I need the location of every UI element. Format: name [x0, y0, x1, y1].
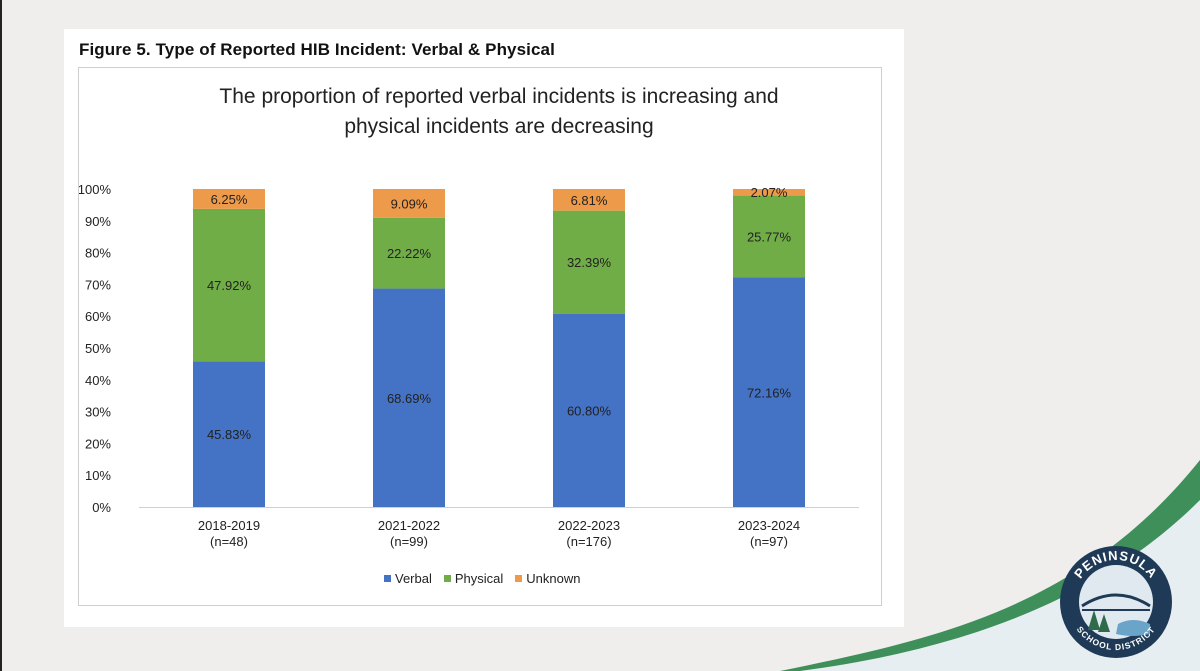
stacked-bar-chart: 0% 10% 20% 30% 40% 50% 60% 70% 80% 90% 100% 45.83% 4…: [79, 182, 859, 549]
y-tick-label: 100%: [79, 182, 111, 197]
bar-segment-physical: [193, 208, 265, 362]
legend-swatch: [443, 575, 451, 582]
data-label-unknown: 2.07%: [751, 185, 788, 200]
bar-segment-verbal: [373, 288, 445, 507]
y-tick-label: 10%: [85, 468, 111, 483]
y-tick-label: 20%: [85, 436, 111, 451]
bar-segment-unknown: [373, 189, 445, 218]
peninsula-school-district-logo: PENINSULA SCHOOL DISTRICT: [1060, 546, 1172, 658]
x-tick-label: 2021-2022: [378, 518, 440, 533]
data-label-physical: 22.22%: [387, 246, 432, 261]
bar-segment-physical: [373, 217, 445, 289]
chart-title-line-1: The proportion of reported verbal incide…: [219, 85, 779, 108]
y-tick-label: 50%: [85, 341, 111, 356]
legend-swatch: [515, 575, 523, 582]
y-tick-label: 40%: [85, 373, 111, 388]
chart-frame: The proportion of reported verbal incide…: [78, 67, 882, 606]
legend-item-verbal: Verbal: [384, 571, 432, 586]
x-tick-sublabel: (n=176): [566, 534, 611, 549]
data-label-verbal: 45.83%: [207, 427, 252, 442]
data-label-unknown: 6.25%: [211, 192, 248, 207]
bar-segment-verbal: [193, 361, 265, 507]
y-tick-label: 60%: [85, 309, 111, 324]
data-label-unknown: 6.81%: [571, 193, 608, 208]
y-tick-label: 90%: [85, 214, 111, 229]
data-label-unknown: 9.09%: [391, 196, 428, 211]
bar-segment-verbal: [733, 277, 805, 507]
data-label-verbal: 72.16%: [747, 385, 792, 400]
y-tick-label: 30%: [85, 405, 111, 420]
data-label-physical: 25.77%: [747, 230, 792, 245]
data-label-physical: 47.92%: [207, 278, 252, 293]
x-tick-label: 2022-2023: [558, 518, 620, 533]
x-tick-label: 2018-2019: [198, 518, 260, 533]
legend-item-physical: Physical: [443, 571, 504, 586]
legend-swatch: [384, 575, 391, 582]
legend-label: Unknown: [526, 571, 581, 586]
data-label-physical: 32.39%: [567, 255, 612, 270]
figure-caption: Figure 5. Type of Reported HIB Incident:…: [79, 40, 555, 59]
chart-legend: Verbal Physical Unknown: [384, 571, 581, 586]
bar-segment-physical: [733, 195, 805, 278]
x-tick-sublabel: (n=97): [750, 534, 788, 549]
bar-segment-unknown: [733, 189, 805, 196]
y-tick-label: 0%: [92, 500, 111, 515]
figure-card: Figure 5. Type of Reported HIB Incident:…: [64, 29, 904, 627]
legend-label: Physical: [454, 571, 504, 586]
x-tick-sublabel: (n=99): [390, 534, 428, 549]
legend-item-unknown: Unknown: [515, 571, 581, 586]
y-tick-label: 80%: [85, 246, 111, 261]
legend-label: Verbal: [395, 571, 432, 586]
bar-segment-physical: [553, 210, 625, 314]
chart-title: The proportion of reported verbal incide…: [169, 82, 829, 142]
x-tick-label: 2023-2024: [738, 518, 800, 533]
data-label-verbal: 68.69%: [387, 391, 432, 406]
bar-segment-unknown: [193, 189, 265, 209]
bar-segment-verbal: [553, 313, 625, 507]
bar-segment-unknown: [553, 189, 625, 211]
chart-title-line-2: physical incidents are decreasing: [344, 115, 654, 138]
data-label-verbal: 60.80%: [567, 403, 612, 418]
y-tick-label: 70%: [85, 277, 111, 292]
x-tick-sublabel: (n=48): [210, 534, 248, 549]
